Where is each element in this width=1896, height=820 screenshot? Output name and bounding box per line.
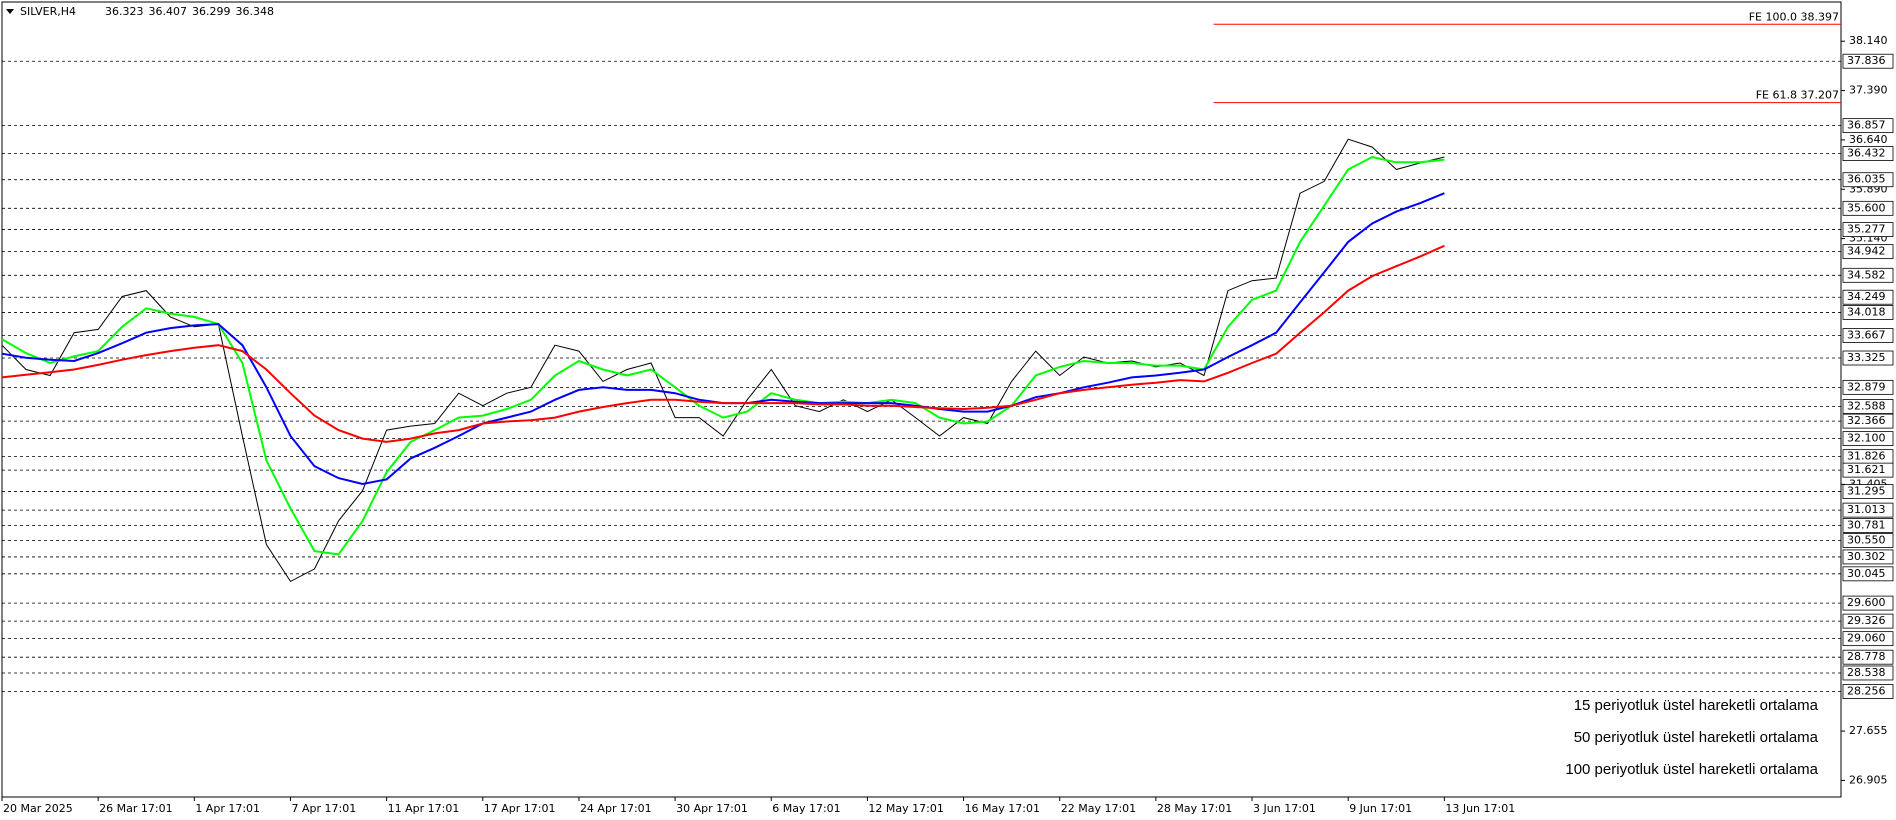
ohlc-value: 36.299	[192, 5, 231, 18]
level-box	[1842, 267, 1894, 283]
level-box	[1842, 684, 1894, 699]
level-box	[1842, 289, 1894, 305]
level-box	[1842, 305, 1894, 320]
y-tick-label: 38.140	[1849, 34, 1888, 47]
level-box	[1842, 200, 1894, 216]
level-label: 29.600	[1847, 596, 1886, 609]
level-box	[1842, 399, 1894, 414]
x-tick-label: 30 Apr 17:01	[676, 802, 748, 815]
level-label: 32.100	[1847, 432, 1886, 445]
x-tick-label: 3 Jun 17:01	[1253, 802, 1316, 815]
level-label: 33.325	[1847, 351, 1886, 364]
x-tick-label: 6 May 17:01	[772, 802, 840, 815]
level-label: 30.302	[1847, 550, 1886, 563]
level-label: 37.836	[1847, 54, 1886, 67]
level-box	[1842, 53, 1894, 69]
level-label: 30.550	[1847, 534, 1886, 547]
ema-line	[1, 244, 1445, 443]
level-label: 30.045	[1847, 567, 1886, 580]
level-box	[1842, 566, 1894, 582]
level-box	[1842, 595, 1894, 611]
fibo-label: FE 100.0 38.397	[1749, 10, 1839, 23]
level-box	[1842, 379, 1894, 395]
x-tick-label: 22 May 17:01	[1061, 802, 1136, 815]
level-label: 31.013	[1847, 503, 1886, 516]
level-label: 32.366	[1847, 414, 1886, 427]
x-tick-label: 1 Apr 17:01	[195, 802, 260, 815]
legend-entry: 50 periyotluk üstel hareketli ortalama	[1574, 729, 1819, 746]
plot-frame	[1, 1, 1842, 798]
level-label: 36.857	[1847, 119, 1886, 132]
level-label: 35.600	[1847, 201, 1886, 214]
x-tick-label: 26 Mar 17:01	[99, 802, 172, 815]
level-box	[1842, 549, 1894, 565]
y-tick-label: 36.640	[1849, 133, 1888, 146]
level-box	[1842, 665, 1894, 681]
ohlc-value: 36.323	[105, 5, 144, 18]
level-box	[1842, 649, 1894, 665]
y-tick-label: 26.905	[1849, 773, 1888, 786]
level-box	[1842, 244, 1894, 260]
level-label: 34.942	[1847, 245, 1886, 258]
level-label: 28.778	[1847, 650, 1886, 663]
level-box	[1842, 517, 1894, 533]
level-box	[1842, 431, 1894, 447]
x-tick-label: 12 May 17:01	[868, 802, 943, 815]
ohlc-value: 36.348	[236, 5, 275, 18]
level-label: 33.667	[1847, 329, 1886, 342]
fibo-label: FE 61.8 37.207	[1756, 89, 1839, 102]
x-tick-label: 7 Apr 17:01	[291, 802, 356, 815]
level-box	[1842, 413, 1894, 429]
x-tick-label: 11 Apr 17:01	[388, 802, 460, 815]
level-box	[1842, 502, 1894, 518]
level-box	[1842, 462, 1894, 478]
level-box	[1842, 118, 1894, 134]
y-tick-label: 27.655	[1849, 724, 1888, 737]
level-box	[1842, 328, 1894, 343]
symbol: SILVER,H4	[20, 5, 76, 18]
level-box	[1842, 613, 1894, 629]
x-tick-label: 28 May 17:01	[1157, 802, 1232, 815]
level-label: 31.826	[1847, 450, 1886, 463]
level-label: 28.538	[1847, 666, 1886, 679]
level-label: 31.295	[1847, 485, 1886, 498]
level-label: 31.621	[1847, 463, 1886, 476]
level-label: 36.432	[1847, 147, 1886, 160]
level-label: 30.781	[1847, 518, 1886, 531]
level-box	[1842, 484, 1894, 499]
level-label: 36.035	[1847, 173, 1886, 186]
level-label: 35.277	[1847, 223, 1886, 236]
level-box	[1842, 172, 1894, 188]
level-label: 29.326	[1847, 614, 1886, 627]
level-box	[1842, 533, 1894, 548]
ohlc-value: 36.407	[149, 5, 188, 18]
x-tick-label: 13 Jun 17:01	[1445, 802, 1515, 815]
legend-entry: 100 periyotluk üstel hareketli ortalama	[1565, 761, 1818, 778]
level-box	[1842, 146, 1894, 161]
level-label: 34.249	[1847, 290, 1886, 303]
x-tick-label: 20 Mar 2025	[3, 802, 73, 815]
level-label: 34.018	[1847, 305, 1886, 318]
price-line	[1, 138, 1445, 583]
x-tick-label: 17 Apr 17:01	[484, 802, 556, 815]
level-box	[1842, 631, 1894, 647]
ohlc: 36.323 36.407 36.299 36.348	[105, 5, 274, 18]
x-tick-label: 9 Jun 17:01	[1349, 802, 1412, 815]
y-tick-label: 37.390	[1849, 84, 1888, 97]
x-tick-label: 24 Apr 17:01	[580, 802, 652, 815]
level-label: 32.588	[1847, 400, 1886, 413]
level-label: 32.879	[1847, 380, 1886, 393]
legend-entry: 15 periyotluk üstel hareketli ortalama	[1574, 697, 1819, 714]
level-label: 29.060	[1847, 632, 1886, 645]
level-box	[1842, 350, 1894, 366]
x-tick-label: 16 May 17:01	[965, 802, 1040, 815]
level-label: 28.256	[1847, 685, 1886, 698]
level-box	[1842, 222, 1894, 237]
menu-triangle	[6, 9, 14, 14]
level-label: 34.582	[1847, 268, 1886, 281]
